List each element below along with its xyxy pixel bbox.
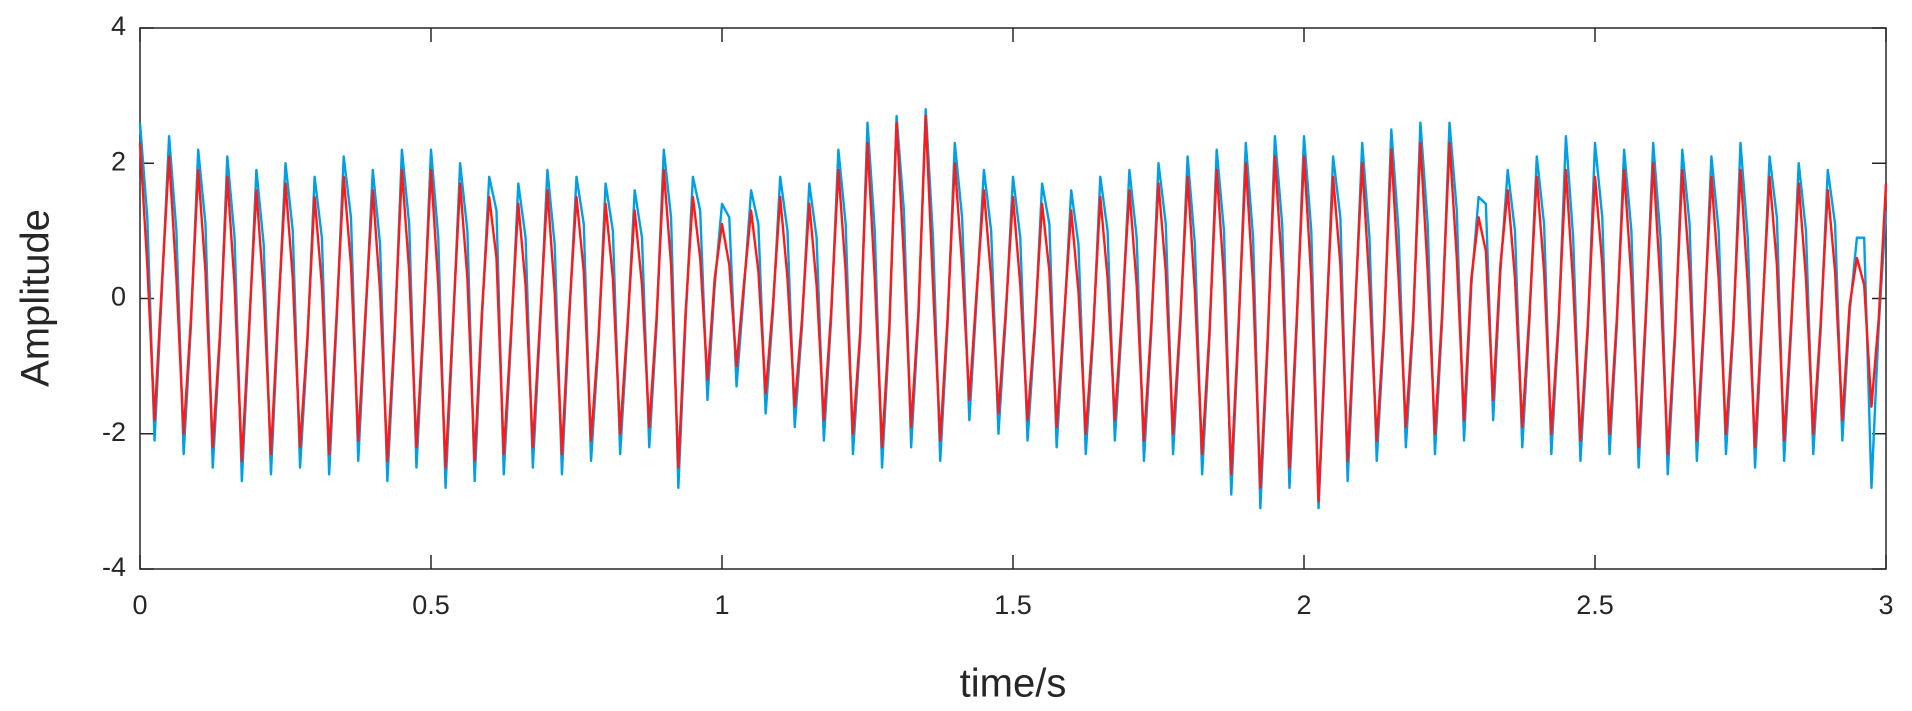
x-axis-label: time/s <box>960 662 1067 706</box>
y-tick-label: 4 <box>111 11 126 41</box>
y-tick-label: -2 <box>102 417 126 447</box>
data-line <box>138 114 1888 503</box>
y-tick-label: 2 <box>111 146 126 176</box>
x-tick-label: 0.5 <box>412 590 450 620</box>
x-tick-label: 1 <box>714 590 729 620</box>
x-tick-label: 3 <box>1878 590 1893 620</box>
plot-frame <box>139 27 1887 570</box>
x-tick-label: 0 <box>132 590 147 620</box>
x-tick-label: 2.5 <box>1576 590 1614 620</box>
y-axis-label: Amplitude <box>14 209 58 387</box>
y-tick-label: 0 <box>111 282 126 312</box>
x-tick-label: 1.5 <box>994 590 1032 620</box>
y-tick-label: -4 <box>102 552 126 582</box>
data-line <box>138 107 1888 510</box>
x-tick-label: 2 <box>1296 590 1311 620</box>
